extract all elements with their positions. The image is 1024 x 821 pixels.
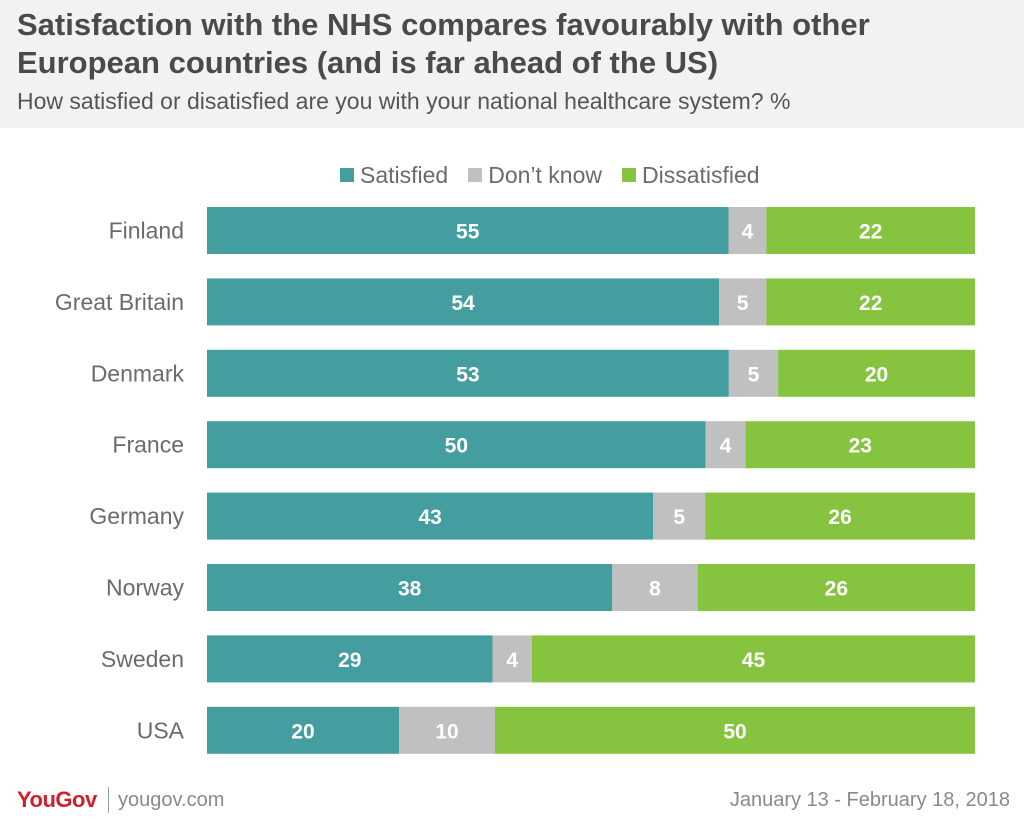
- data-label-dissatisfied-france: 23: [849, 435, 872, 458]
- legend-item-dont-know: Don’t know: [468, 162, 602, 189]
- bar-dissatisfied-france: [745, 421, 975, 469]
- bar-dissatisfied-denmark: [778, 349, 975, 397]
- bar-dont-know-germany: [653, 492, 706, 540]
- bar-dont-know-france: [705, 421, 746, 469]
- data-label-dont-know-great-britain: 5: [737, 292, 749, 315]
- legend-label-dissatisfied: Dissatisfied: [642, 161, 760, 188]
- data-label-satisfied-france: 50: [445, 435, 468, 458]
- bar-dont-know-great-britain: [719, 278, 767, 326]
- data-label-dont-know-norway: 8: [649, 578, 661, 601]
- data-label-dont-know-usa: 10: [435, 720, 458, 743]
- legend-item-satisfied: Satisfied: [340, 162, 448, 189]
- bar-satisfied-france: [207, 421, 706, 469]
- bar-dont-know-finland: [728, 207, 767, 254]
- data-label-dont-know-germany: 5: [673, 506, 685, 529]
- header-band: Satisfaction with the NHS compares favou…: [0, 0, 1024, 128]
- category-label-denmark: Denmark: [91, 360, 185, 386]
- bar-dissatisfied-germany: [705, 492, 975, 540]
- data-label-dissatisfied-germany: 26: [828, 506, 851, 529]
- bar-satisfied-sweden: [207, 635, 493, 683]
- category-label-france: France: [112, 432, 184, 458]
- data-label-satisfied-norway: 38: [398, 578, 422, 601]
- category-label-usa: USA: [137, 717, 185, 743]
- category-label-finland: Finland: [109, 218, 184, 244]
- bar-satisfied-usa: [207, 706, 399, 754]
- legend-label-satisfied: Satisfied: [360, 161, 449, 188]
- category-label-great-britain: Great Britain: [55, 289, 184, 315]
- data-label-dont-know-denmark: 5: [748, 363, 760, 386]
- bar-satisfied-norway: [207, 564, 613, 611]
- bar-dissatisfied-sweden: [531, 635, 975, 683]
- yougov-logo: YouGov: [17, 787, 97, 812]
- legend-swatch-dont-know: [468, 168, 483, 182]
- chart-title: Satisfaction with the NHS compares favou…: [17, 7, 870, 80]
- bar-dissatisfied-great-britain: [766, 278, 975, 326]
- bar-satisfied-germany: [207, 492, 654, 540]
- legend-swatch-satisfied: [340, 168, 354, 182]
- category-label-norway: Norway: [106, 575, 184, 601]
- bar-dissatisfied-norway: [697, 564, 975, 611]
- data-label-dont-know-sweden: 4: [506, 649, 518, 672]
- bar-satisfied-great-britain: [207, 278, 719, 326]
- chart-subtitle: How satisfied or disatisfied are you wit…: [17, 88, 791, 114]
- legend: Satisfied Don’t know Dissatisfied: [340, 160, 760, 190]
- footer-divider: [108, 787, 109, 813]
- bar-dont-know-norway: [612, 564, 698, 611]
- data-label-satisfied-great-britain: 54: [451, 292, 475, 315]
- legend-label-dont-know: Don’t know: [488, 161, 602, 188]
- data-label-dissatisfied-denmark: 20: [865, 363, 888, 386]
- bar-dissatisfied-finland: [766, 207, 975, 254]
- data-label-dont-know-finland: 4: [742, 221, 754, 244]
- data-label-dont-know-france: 4: [720, 435, 732, 458]
- bar-dont-know-sweden: [492, 635, 532, 683]
- data-label-satisfied-finland: 55: [456, 221, 480, 244]
- data-label-satisfied-usa: 20: [291, 720, 314, 743]
- data-label-dissatisfied-great-britain: 22: [859, 292, 882, 315]
- data-label-satisfied-denmark: 53: [456, 363, 479, 386]
- fieldwork-date: January 13 - February 18, 2018: [729, 789, 1010, 811]
- data-label-satisfied-sweden: 29: [338, 649, 361, 672]
- data-label-dissatisfied-usa: 50: [723, 720, 746, 743]
- data-label-dissatisfied-finland: 22: [859, 221, 882, 244]
- category-label-sweden: Sweden: [101, 646, 184, 672]
- category-label-germany: Germany: [89, 503, 184, 529]
- legend-item-dissatisfied: Dissatisfied: [622, 162, 760, 189]
- data-label-dissatisfied-norway: 26: [825, 578, 848, 601]
- bar-dont-know-denmark: [728, 349, 779, 397]
- data-label-dissatisfied-sweden: 45: [742, 649, 766, 672]
- legend-swatch-dissatisfied: [622, 168, 636, 182]
- bar-satisfied-denmark: [207, 349, 729, 397]
- bar-dissatisfied-usa: [495, 706, 975, 754]
- data-label-satisfied-germany: 43: [418, 506, 441, 529]
- bar-dont-know-usa: [399, 706, 495, 754]
- footer-url[interactable]: yougov.com: [118, 789, 225, 811]
- bar-satisfied-finland: [207, 207, 729, 254]
